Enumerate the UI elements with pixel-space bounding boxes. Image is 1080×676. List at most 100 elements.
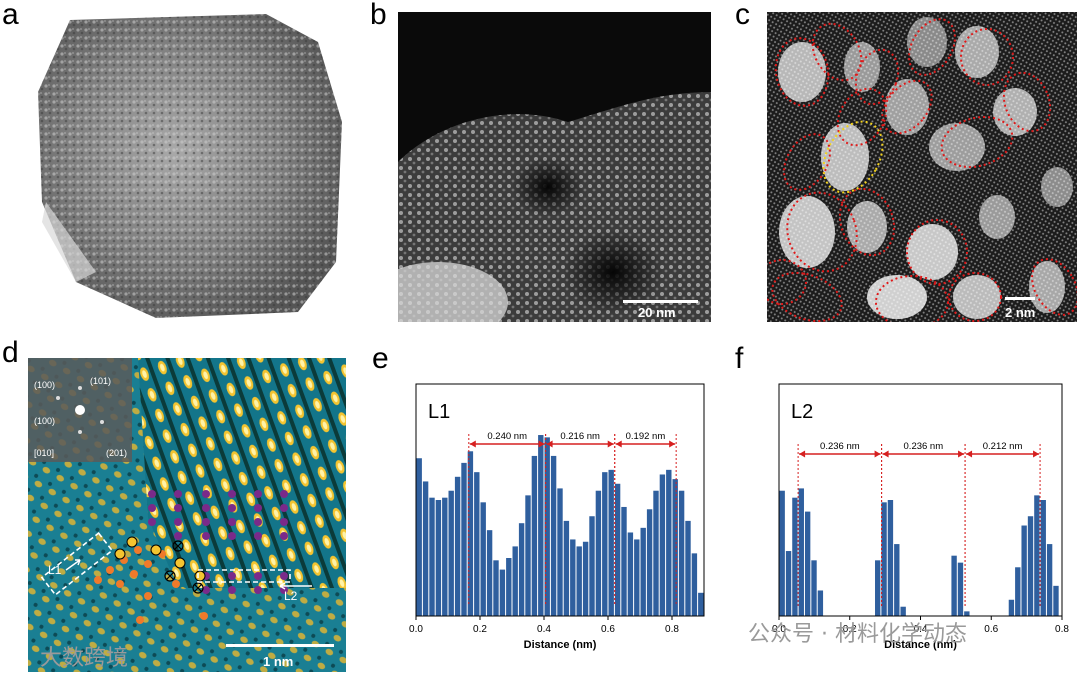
chart-title: L2 (791, 401, 813, 423)
bar (1008, 599, 1015, 616)
chart-f-line-profile: L2 0.0 0.2 0.4 0.6 0.8 Distance (nm) 0.236 nm 0.… (772, 383, 1069, 651)
bar (486, 530, 493, 616)
annotation-arrowhead (615, 440, 622, 448)
panel-c-scalebar (1005, 297, 1035, 300)
atom-columns (94, 490, 288, 624)
watermark-left: 大数跨境 (40, 646, 129, 671)
panel-b-scalebar (623, 300, 698, 303)
fft-label-3: (100) (34, 416, 55, 426)
bar (957, 562, 964, 616)
annotation-label: 0.192 nm (626, 431, 666, 442)
red-dotted-ellipses (767, 18, 1077, 322)
annotation-label: 0.240 nm (487, 431, 527, 442)
bar (621, 506, 627, 616)
bar (792, 497, 798, 616)
bar (557, 488, 563, 616)
bar (461, 462, 467, 616)
annotation-arrowhead (966, 450, 973, 458)
annotation-arrowhead (958, 450, 965, 458)
bar (595, 490, 602, 616)
bar (1027, 516, 1034, 616)
bar (531, 455, 538, 616)
bar (875, 560, 881, 616)
bar (499, 569, 506, 616)
annotation-label: 0.236 nm (820, 441, 860, 452)
panel-d-filtered-image: (100) (101) (100) [010] (201) (28, 358, 346, 672)
bar (1046, 544, 1053, 616)
bar (666, 469, 672, 616)
yellow-dotted-ellipse (822, 120, 884, 194)
bar (779, 490, 785, 616)
x-tick-label: 0.4 (914, 624, 928, 635)
panel-a-scale-label: 300 nm (56, 302, 101, 317)
bar (1015, 567, 1021, 616)
fft-label-2: (101) (90, 376, 111, 386)
bar (480, 502, 486, 616)
bar (429, 497, 435, 616)
x-tick-label: 0.4 (537, 624, 551, 635)
panel-c-letter: c (735, 0, 750, 31)
bar (422, 481, 429, 616)
annotation-arrowhead (546, 440, 553, 448)
panel-b-stem-image: 20 nm (398, 12, 711, 322)
bar (493, 560, 499, 616)
bar (804, 511, 811, 616)
bar (646, 509, 653, 616)
bar (512, 546, 518, 616)
bar (576, 546, 582, 616)
bar (785, 551, 792, 616)
bar (467, 451, 474, 616)
fft-label-4: [010] (34, 448, 54, 458)
bar (887, 500, 894, 616)
bar (525, 495, 531, 616)
panel-a-letter: a (2, 0, 19, 31)
line-label-l2: L2 (284, 589, 298, 603)
bar (442, 497, 448, 616)
bar (634, 539, 640, 616)
bar (454, 476, 461, 616)
x-tick-label: 0.2 (473, 624, 487, 635)
panel-b-scale-label: 20 nm (638, 305, 676, 320)
bar (563, 520, 570, 616)
annotation-arrowhead (874, 450, 881, 458)
annotation-arrowhead (882, 450, 889, 458)
particle-image (38, 14, 342, 318)
bar (672, 479, 678, 616)
x-tick-label: 0.8 (1055, 624, 1069, 635)
panel-a-scalebar (56, 297, 106, 300)
lattice-image: (100) (101) (100) [010] (201) (28, 358, 346, 672)
bar (608, 469, 614, 616)
bar (589, 516, 595, 616)
annotation-label: 0.216 nm (560, 431, 600, 442)
bar (550, 455, 557, 616)
chart-title: L1 (428, 401, 450, 423)
bar (653, 490, 659, 616)
chart-e-line-profile: L1 0.0 0.2 0.4 0.6 0.8 Distance (nm) 0.240 nm 0.… (409, 383, 705, 651)
panel-c-stem-image: 2 nm (767, 12, 1077, 322)
annotation-arrowhead (669, 440, 676, 448)
bar (951, 555, 957, 616)
bar (570, 539, 576, 616)
bar (685, 520, 691, 616)
panel-f-letter: f (735, 342, 744, 375)
bar (1034, 495, 1040, 616)
bar (627, 532, 634, 616)
bar (506, 558, 512, 616)
bar (811, 560, 817, 616)
line-profile-box-l2 (197, 569, 291, 583)
annotation-arrowhead (538, 440, 545, 448)
bar (900, 606, 906, 616)
panel-d-letter: d (2, 336, 19, 369)
bar (798, 488, 804, 616)
bar (602, 472, 608, 616)
bar (474, 472, 480, 616)
annotation-arrowhead (1033, 450, 1040, 458)
annotation-label: 0.212 nm (983, 441, 1023, 452)
fft-label-1: (100) (34, 380, 55, 390)
x-tick-label: 0.2 (843, 624, 857, 635)
panel-d-scale-label: 1 nm (263, 654, 294, 669)
x-tick-label: 0.0 (772, 624, 786, 635)
annotation-arrowhead (607, 440, 614, 448)
bar (817, 590, 824, 616)
panel-d-scalebar (226, 644, 334, 647)
